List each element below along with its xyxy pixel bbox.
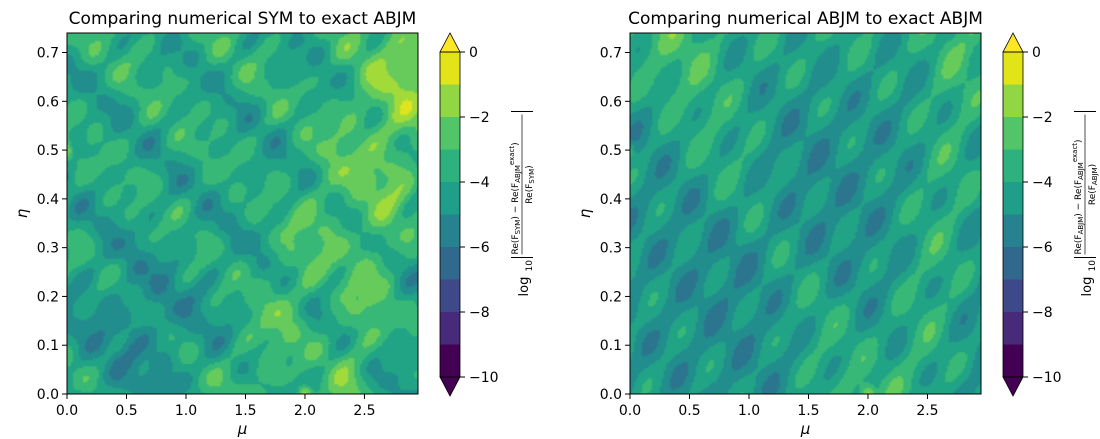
x-tick-label: 0.0 xyxy=(619,403,641,419)
colorbar-band xyxy=(1003,214,1023,248)
y-tick-label: 0.1 xyxy=(37,338,59,354)
x-tick-label: 2.0 xyxy=(294,403,316,419)
colorbar-band xyxy=(440,344,460,378)
x-tick-label: 0.5 xyxy=(115,403,137,419)
colorbar-tick-label: −8 xyxy=(1032,305,1053,321)
colorbar-extend-top xyxy=(439,32,461,53)
colorbar-label-base: 10 xyxy=(525,260,535,272)
colorbar-band xyxy=(440,214,460,248)
colorbar-tick-label: −4 xyxy=(469,175,490,191)
colorbar-band xyxy=(1003,247,1023,280)
colorbar-band xyxy=(440,312,460,345)
colorbar-tick-label: 0 xyxy=(1032,45,1041,61)
colorbar-band xyxy=(1003,117,1023,150)
y-tick-label: 0.3 xyxy=(37,241,59,257)
colorbar-extend-bottom xyxy=(1002,376,1024,397)
x-tick-label: 1.0 xyxy=(738,403,760,419)
colorbar-label-numerator: Re(FSYM) − Re(FABJMexact) xyxy=(508,142,522,254)
colorbar-label-log: log xyxy=(517,277,532,297)
colorbar-band xyxy=(1003,52,1023,85)
y-tick-label: 0.7 xyxy=(37,46,59,62)
colorbar-band xyxy=(1003,344,1023,378)
colorbar-band xyxy=(440,84,460,118)
x-tick-label: 2.5 xyxy=(353,403,375,419)
y-tick-label: 0.1 xyxy=(600,338,622,354)
colorbar-label-numerator: Re(FABJM) − Re(FABJMexact) xyxy=(1071,139,1085,254)
colorbar-label-base: 10 xyxy=(1088,260,1098,272)
y-tick-label: 0.0 xyxy=(600,387,622,403)
x-tick-label: 1.5 xyxy=(797,403,819,419)
colorbar-tick-label: −6 xyxy=(1032,240,1053,256)
axes-frame xyxy=(66,32,419,395)
colorbar-frame xyxy=(439,51,461,378)
colorbar-tick-label: −2 xyxy=(469,110,490,126)
colorbar-label-denominator: Re(FABJM) xyxy=(1088,164,1099,205)
x-axis-label: μ xyxy=(800,420,811,438)
colorbar-band xyxy=(440,279,460,313)
x-tick-label: 1.0 xyxy=(175,403,197,419)
y-axis-label: η xyxy=(13,208,31,218)
colorbar-band xyxy=(1003,312,1023,345)
colorbar-band xyxy=(440,247,460,280)
x-tick-label: 2.5 xyxy=(916,403,938,419)
colorbar-tick-label: −10 xyxy=(1032,370,1062,386)
colorbar-tick-label: −4 xyxy=(1032,175,1053,191)
colorbar-band xyxy=(440,182,460,215)
y-tick-label: 0.5 xyxy=(37,143,59,159)
axes-frame xyxy=(629,32,982,395)
colorbar-tick-label: 0 xyxy=(469,45,478,61)
y-tick-label: 0.4 xyxy=(37,192,59,208)
colorbar-frame xyxy=(1002,51,1024,378)
left-panel: Comparing numerical SYM to exact ABJM 0.0… xyxy=(13,9,536,438)
colorbar-band xyxy=(440,52,460,85)
colorbar-band xyxy=(440,149,460,183)
chart-title: Comparing numerical ABJM to exact ABJM xyxy=(628,9,983,29)
right-panel: Comparing numerical ABJM to exact ABJM 0.… xyxy=(576,9,1099,438)
colorbar-tick-label: −8 xyxy=(469,305,490,321)
colorbar-band xyxy=(1003,149,1023,183)
y-tick-label: 0.0 xyxy=(37,387,59,403)
colorbar-extend-bottom xyxy=(439,376,461,397)
y-tick-label: 0.7 xyxy=(600,46,622,62)
colorbar-tick-label: −2 xyxy=(1032,110,1053,126)
heatmap-image xyxy=(67,33,418,394)
y-tick-label: 0.2 xyxy=(37,289,59,305)
chart-title: Comparing numerical SYM to exact ABJM xyxy=(69,9,417,29)
y-axis-label: η xyxy=(576,208,594,218)
y-tick-label: 0.3 xyxy=(600,241,622,257)
y-tick-label: 0.5 xyxy=(600,143,622,159)
colorbar-band xyxy=(1003,84,1023,118)
colorbar-label-log: log xyxy=(1080,277,1095,297)
colorbar-extend-top xyxy=(1002,32,1024,53)
x-tick-label: 1.5 xyxy=(234,403,256,419)
colorbar-label-denominator: Re(FSYM) xyxy=(525,165,536,203)
x-tick-label: 2.0 xyxy=(857,403,879,419)
colorbar-tick-label: −6 xyxy=(469,240,490,256)
y-tick-label: 0.2 xyxy=(600,289,622,305)
colorbar-band xyxy=(1003,182,1023,215)
x-axis-label: μ xyxy=(237,420,248,438)
y-tick-label: 0.6 xyxy=(37,94,59,110)
colorbar-band xyxy=(1003,279,1023,313)
y-tick-label: 0.4 xyxy=(600,192,622,208)
heatmap-image xyxy=(630,33,981,394)
colorbar-tick-label: −10 xyxy=(469,370,499,386)
y-tick-label: 0.6 xyxy=(600,94,622,110)
x-tick-label: 0.0 xyxy=(56,403,78,419)
colorbar-band xyxy=(440,117,460,150)
x-tick-label: 0.5 xyxy=(678,403,700,419)
